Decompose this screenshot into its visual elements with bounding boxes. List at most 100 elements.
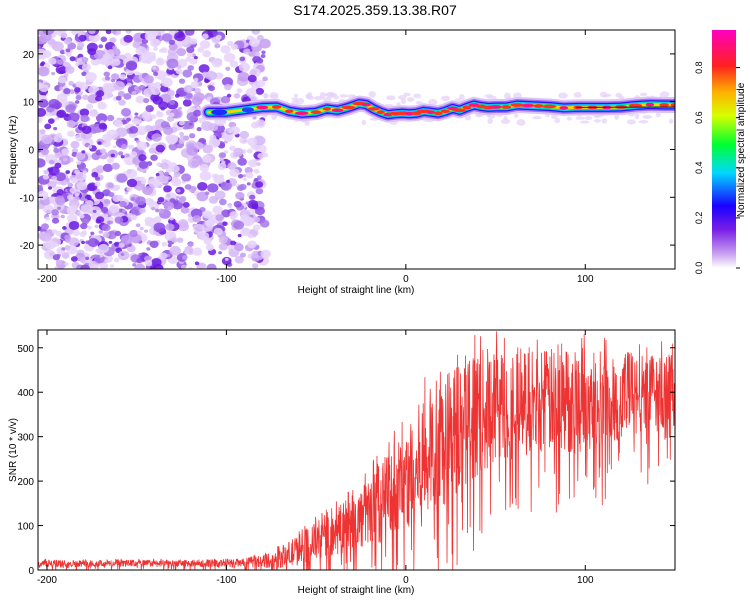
noise-speck bbox=[53, 134, 63, 143]
noise-speck bbox=[91, 171, 99, 178]
noise-speck bbox=[255, 187, 264, 195]
noise-speck bbox=[160, 85, 169, 93]
noise-speck bbox=[248, 159, 258, 168]
noise-speck bbox=[213, 227, 223, 236]
noise-speck bbox=[107, 65, 113, 70]
noise-speck bbox=[149, 265, 157, 269]
noise-speck bbox=[116, 173, 128, 183]
ridge-start-blob bbox=[241, 107, 254, 113]
halo-speck bbox=[566, 116, 572, 121]
noise-speck bbox=[107, 182, 114, 188]
noise-speck bbox=[182, 255, 188, 260]
noise-speck bbox=[220, 45, 231, 54]
noise-speck bbox=[169, 245, 181, 256]
noise-speck bbox=[78, 34, 87, 42]
spectrogram-x-label: Height of straight line (km) bbox=[298, 285, 415, 296]
noise-speck bbox=[253, 216, 261, 223]
noise-speck bbox=[120, 143, 128, 150]
noise-speck bbox=[38, 158, 46, 168]
noise-speck bbox=[68, 80, 74, 86]
noise-speck bbox=[43, 249, 56, 260]
noise-speck bbox=[181, 173, 192, 182]
noise-speck bbox=[55, 117, 60, 121]
noise-speck bbox=[136, 257, 143, 264]
ridge-hotspot bbox=[489, 105, 502, 109]
noise-speck bbox=[168, 42, 178, 51]
noise-speck bbox=[144, 216, 154, 225]
noise-speck bbox=[72, 196, 80, 202]
noise-speck bbox=[138, 154, 147, 162]
noise-speck bbox=[45, 216, 51, 221]
noise-speck bbox=[94, 191, 105, 200]
noise-speck bbox=[111, 78, 116, 83]
halo-speck bbox=[642, 114, 653, 120]
noise-speck bbox=[48, 98, 60, 109]
noise-speck bbox=[221, 256, 232, 266]
noise-speck bbox=[58, 66, 67, 74]
noise-speck bbox=[38, 190, 49, 200]
noise-speck bbox=[119, 74, 127, 80]
noise-speck bbox=[218, 243, 228, 251]
ridge-hotspot bbox=[331, 108, 344, 113]
noise-speck bbox=[252, 263, 259, 269]
y-tick-label: 0 bbox=[28, 566, 34, 577]
ridge-hotspot bbox=[376, 110, 385, 115]
ridge-hotspot bbox=[670, 103, 675, 107]
noise-speck bbox=[97, 141, 102, 145]
noise-speck bbox=[190, 81, 199, 89]
noise-speck bbox=[47, 167, 53, 173]
noise-speck bbox=[132, 41, 141, 49]
halo-speck bbox=[326, 91, 336, 99]
ridge-start-blob bbox=[211, 109, 228, 116]
noise-speck bbox=[54, 266, 59, 269]
noise-speck bbox=[81, 56, 89, 63]
noise-speck bbox=[261, 50, 266, 55]
noise-speck bbox=[51, 209, 59, 216]
noise-speck bbox=[145, 104, 154, 113]
noise-speck bbox=[163, 126, 174, 135]
noise-speck bbox=[87, 225, 92, 230]
x-tick-label: 100 bbox=[577, 274, 594, 285]
noise-speck bbox=[167, 243, 172, 248]
snr-y-label: SNR (10 * v/v) bbox=[8, 418, 19, 482]
noise-speck bbox=[54, 195, 65, 204]
noise-speck bbox=[86, 194, 91, 198]
noise-speck bbox=[255, 119, 266, 128]
spectrogram-y-axis: 20 10 0 -10 -20 bbox=[20, 50, 675, 252]
noise-speck bbox=[81, 240, 85, 245]
noise-speck bbox=[193, 77, 199, 82]
halo-speck bbox=[638, 119, 649, 124]
noise-speck bbox=[74, 100, 80, 104]
noise-speck bbox=[202, 144, 213, 154]
noise-speck bbox=[111, 30, 117, 35]
noise-speck bbox=[108, 240, 113, 244]
noise-speck bbox=[246, 182, 251, 186]
noise-speck bbox=[94, 240, 100, 245]
noise-speck bbox=[205, 219, 215, 227]
noise-speck bbox=[113, 241, 120, 247]
noise-speck bbox=[229, 168, 240, 177]
noise-speck bbox=[196, 126, 202, 132]
noise-speck bbox=[155, 144, 165, 153]
noise-speck bbox=[92, 209, 97, 213]
noise-speck bbox=[149, 55, 157, 62]
noise-speck bbox=[74, 87, 81, 93]
noise-speck bbox=[262, 152, 269, 158]
noise-speck bbox=[102, 140, 111, 148]
noise-speck bbox=[256, 175, 262, 180]
noise-speck bbox=[243, 48, 251, 55]
noise-speck bbox=[62, 226, 67, 230]
y-tick-label: -20 bbox=[20, 241, 35, 252]
noise-speck bbox=[192, 215, 202, 223]
noise-speck bbox=[95, 113, 108, 123]
noise-speck bbox=[151, 133, 162, 142]
noise-speck bbox=[253, 168, 260, 174]
noise-speck bbox=[69, 56, 76, 62]
noise-speck bbox=[126, 178, 138, 188]
noise-speck bbox=[71, 148, 79, 154]
noise-speck bbox=[83, 198, 88, 202]
noise-speck bbox=[227, 162, 237, 171]
noise-speck bbox=[106, 114, 115, 122]
noise-speck bbox=[174, 93, 180, 98]
halo-speck bbox=[514, 113, 519, 118]
